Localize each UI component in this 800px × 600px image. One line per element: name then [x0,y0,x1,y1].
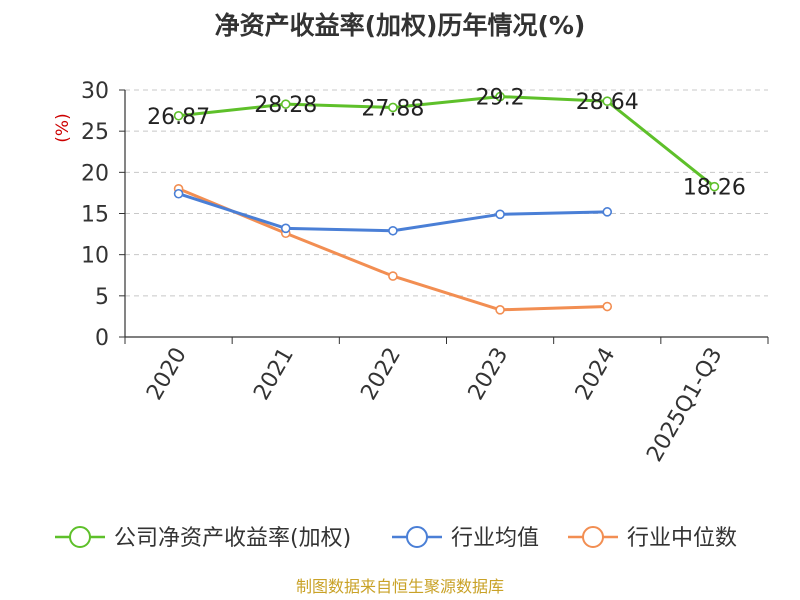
data-label: 28.64 [576,90,639,115]
data-point [495,209,505,220]
data-label: 26.87 [147,105,210,130]
x-tick-label: 2023 [464,344,514,405]
data-label: 27.88 [361,96,424,121]
data-label: 28.28 [254,93,317,118]
legend-item[interactable]: 行业中位数 [568,526,737,551]
data-point [388,225,398,236]
axes-layer: 0 5 10 15 20 25 30 (%) 2020 2021 2022 2023 2024 2025Q… [53,79,769,467]
data-point [388,102,398,113]
data-label: 29.2 [476,86,525,111]
x-tick-label: 2020 [142,344,192,405]
legend-label: 行业中位数 [627,526,737,551]
x-tick-label: 2021 [249,344,299,405]
x-tick-label: 2024 [571,344,621,405]
x-tick-label: 2025Q1-Q3 [642,344,727,467]
data-point [495,91,505,102]
data-point [388,271,398,281]
y-tick-label: 10 [81,244,109,269]
data-point [602,96,613,106]
grid-layer [125,89,768,297]
y-tick-label: 25 [81,120,109,145]
data-point [280,223,291,234]
data-point [173,188,184,199]
data-point [602,207,613,217]
legend-marker-icon [69,526,91,548]
legend-item[interactable]: 行业均值 [392,526,539,551]
data-point [173,110,184,121]
data-point [495,305,505,315]
y-tick-label: 5 [95,285,109,310]
series-line [178,192,608,233]
data-point [280,99,291,109]
chart-title: 净资产收益率(加权)历年情况(%) [215,11,586,40]
legend-marker-icon [582,526,604,548]
series-layer [173,91,720,315]
y-tick-label: 20 [81,161,109,186]
legend-item[interactable]: 公司净资产收益率(加权) [55,526,351,551]
y-tick-label: 30 [81,79,109,104]
series-line [178,187,608,312]
data-label: 18.26 [683,176,746,201]
legend-marker-icon [406,526,428,548]
data-point [602,301,613,312]
y-axis-label: (%) [53,113,73,142]
x-tick-label: 2022 [356,344,406,405]
y-tick-label: 0 [95,326,109,351]
data-labels-layer: 26.87 28.28 27.88 29.2 28.64 18.26 [147,86,746,201]
legend-label: 公司净资产收益率(加权) [114,526,351,551]
legend-label: 行业均值 [451,526,539,551]
y-tick-label: 15 [81,203,109,228]
legend: 公司净资产收益率(加权) 行业均值 行业中位数 [55,526,737,551]
data-point [709,181,720,192]
series-line [178,95,716,188]
source-note: 制图数据来自恒生聚源数据库 [296,577,504,596]
